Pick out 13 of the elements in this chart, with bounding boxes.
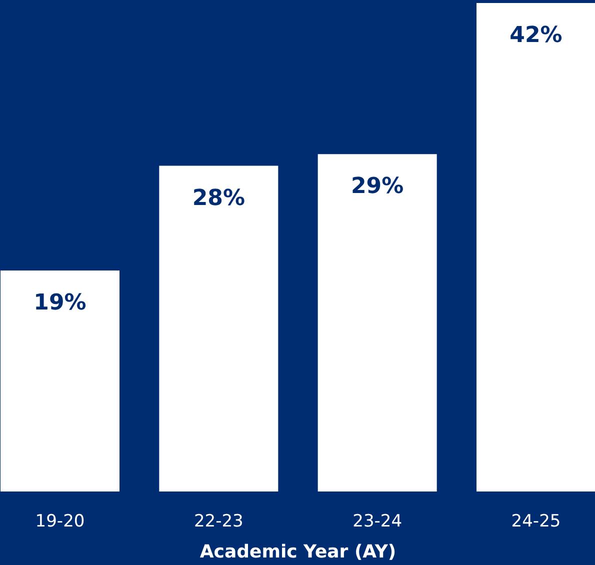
data-label: 29% xyxy=(351,174,404,200)
bar xyxy=(476,2,595,492)
bar xyxy=(159,166,278,492)
x-tick-label: 19-20 xyxy=(35,512,85,532)
x-axis-title: Academic Year (AY) xyxy=(200,542,396,562)
data-label: 19% xyxy=(34,290,86,316)
bar xyxy=(0,270,120,492)
x-tick-label: 23-24 xyxy=(352,512,402,532)
bar xyxy=(318,154,437,492)
x-tick-label: 22-23 xyxy=(194,512,244,532)
data-label: 42% xyxy=(510,22,562,48)
x-tick-label: 24-25 xyxy=(511,512,561,532)
data-label: 28% xyxy=(192,186,246,211)
